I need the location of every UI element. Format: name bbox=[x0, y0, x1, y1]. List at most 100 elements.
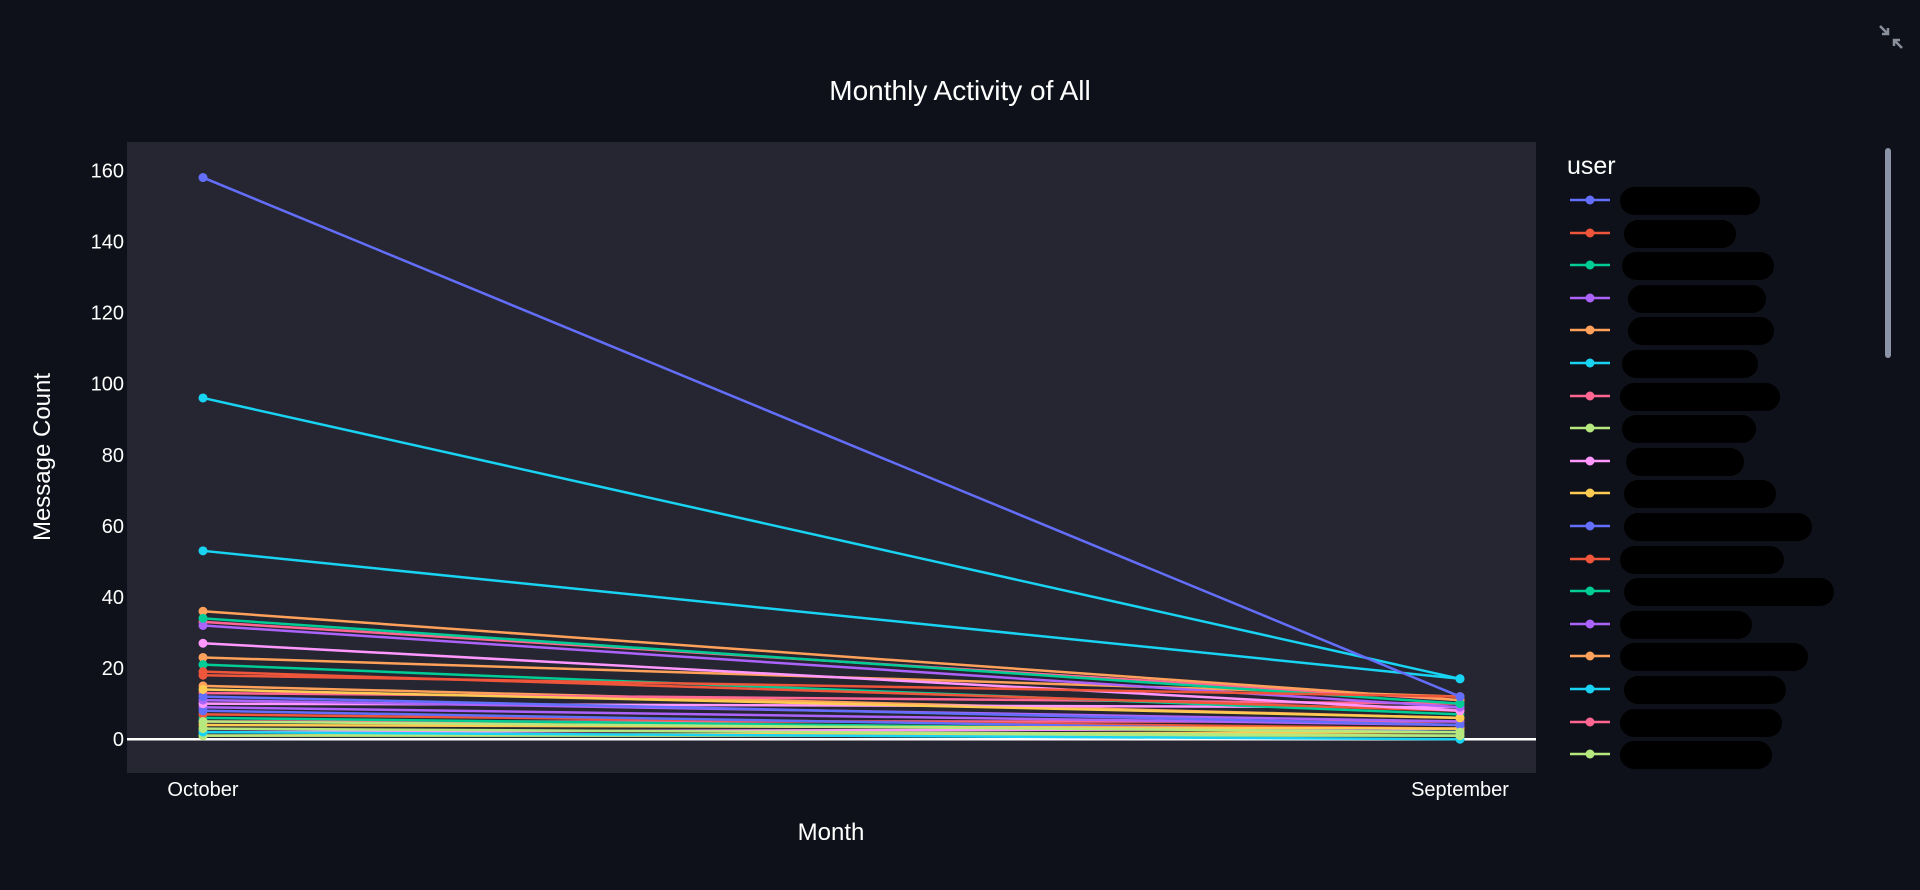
x-tick-label: October bbox=[167, 779, 238, 801]
data-point[interactable] bbox=[198, 620, 208, 630]
legend-label-redacted bbox=[1622, 252, 1774, 281]
legend-label-redacted bbox=[1620, 708, 1782, 737]
series-line bbox=[202, 695, 1461, 727]
legend-label-redacted bbox=[1628, 317, 1774, 346]
legend-label-redacted bbox=[1620, 382, 1780, 411]
series-line bbox=[202, 727, 1461, 737]
legend-swatch bbox=[1570, 651, 1610, 661]
y-tick-label: 140 bbox=[91, 232, 124, 254]
series-line bbox=[202, 617, 1461, 705]
legend-label-redacted bbox=[1620, 610, 1752, 639]
series-10 bbox=[198, 692, 1465, 730]
legend-label-redacted bbox=[1620, 741, 1772, 770]
legend-swatch bbox=[1570, 749, 1610, 759]
legend-label-redacted bbox=[1620, 643, 1808, 672]
legend-label-redacted bbox=[1624, 219, 1736, 248]
x-axis-label: Month bbox=[798, 819, 865, 846]
series-2 bbox=[198, 613, 1465, 709]
data-point[interactable] bbox=[198, 716, 208, 726]
legend-swatch bbox=[1570, 586, 1610, 596]
series-line bbox=[202, 688, 1461, 720]
data-point[interactable] bbox=[1455, 692, 1465, 702]
plot-area bbox=[127, 142, 1536, 773]
legend-label-redacted bbox=[1628, 284, 1766, 313]
legend-swatch bbox=[1570, 456, 1610, 466]
series-line bbox=[202, 176, 1461, 698]
legend-swatch bbox=[1570, 423, 1610, 433]
legend-swatch bbox=[1570, 228, 1610, 238]
legend-swatch bbox=[1570, 554, 1610, 564]
y-tick-label: 60 bbox=[102, 516, 124, 538]
data-point[interactable] bbox=[198, 652, 208, 662]
legend-label-redacted bbox=[1624, 675, 1786, 704]
y-tick-label: 20 bbox=[102, 658, 124, 680]
legend-label-redacted bbox=[1624, 480, 1776, 509]
data-point[interactable] bbox=[198, 670, 208, 680]
legend-swatch bbox=[1570, 619, 1610, 629]
legend-swatch bbox=[1570, 391, 1610, 401]
series-5 bbox=[198, 393, 1465, 684]
data-point[interactable] bbox=[198, 606, 208, 616]
x-tick-label: September bbox=[1411, 779, 1509, 801]
legend-label-redacted bbox=[1624, 512, 1812, 541]
legend-label-redacted bbox=[1626, 447, 1744, 476]
y-axis-ticks: 0 20 40 60 80 100 120 140 160 bbox=[91, 160, 124, 751]
legend-swatch bbox=[1570, 293, 1610, 303]
legend-title: user bbox=[1567, 152, 1616, 180]
data-point[interactable] bbox=[198, 613, 208, 623]
series-line bbox=[202, 641, 1461, 713]
data-point[interactable] bbox=[1455, 727, 1465, 737]
data-point[interactable] bbox=[1455, 674, 1465, 684]
y-tick-label: 80 bbox=[102, 445, 124, 467]
series-line bbox=[202, 610, 1461, 702]
data-point[interactable] bbox=[1455, 720, 1465, 730]
series-line bbox=[202, 396, 1461, 681]
data-point[interactable] bbox=[198, 706, 208, 716]
y-tick-label: 100 bbox=[91, 374, 124, 396]
y-axis-label: Message Count bbox=[29, 373, 56, 541]
data-point[interactable] bbox=[198, 660, 208, 670]
series-7 bbox=[198, 716, 1465, 737]
data-point[interactable] bbox=[198, 684, 208, 694]
series-line bbox=[202, 705, 1461, 727]
legend-swatch bbox=[1570, 684, 1610, 694]
legend-label-redacted bbox=[1622, 415, 1756, 444]
legend: user bbox=[1560, 152, 1860, 776]
legend-label-redacted bbox=[1620, 545, 1784, 574]
chart-title: Monthly Activity of All bbox=[829, 75, 1090, 106]
series-line bbox=[202, 663, 1461, 716]
legend-swatch bbox=[1570, 195, 1610, 205]
data-point[interactable] bbox=[198, 173, 208, 183]
legend-label-redacted bbox=[1620, 187, 1760, 215]
series-line bbox=[202, 673, 1461, 698]
y-tick-label: 40 bbox=[102, 587, 124, 609]
data-point[interactable] bbox=[198, 724, 208, 734]
legend-swatch bbox=[1570, 358, 1610, 368]
legend-swatch bbox=[1570, 325, 1610, 335]
x-axis-ticks: October September bbox=[167, 779, 1509, 801]
data-point[interactable] bbox=[198, 393, 208, 403]
y-tick-label: 160 bbox=[91, 160, 124, 182]
series-0 bbox=[198, 173, 1465, 702]
legend-label-redacted bbox=[1624, 578, 1834, 607]
series-line bbox=[202, 730, 1461, 741]
legend-swatch bbox=[1570, 260, 1610, 270]
y-tick-label: 0 bbox=[113, 729, 124, 751]
y-tick-label: 120 bbox=[91, 303, 124, 325]
legend-swatch bbox=[1570, 488, 1610, 498]
data-point[interactable] bbox=[198, 692, 208, 702]
data-point[interactable] bbox=[1455, 699, 1465, 709]
data-point[interactable] bbox=[198, 638, 208, 648]
data-point[interactable] bbox=[198, 546, 208, 556]
series-line bbox=[202, 720, 1461, 734]
collapse-arrows-icon[interactable] bbox=[1876, 22, 1906, 52]
legend-swatch bbox=[1570, 717, 1610, 726]
series-line bbox=[202, 549, 1461, 681]
legend-swatch bbox=[1570, 521, 1610, 531]
data-point[interactable] bbox=[1455, 713, 1465, 723]
legend-scrollbar[interactable] bbox=[1885, 148, 1891, 358]
legend-label-redacted bbox=[1622, 349, 1758, 378]
series-9 bbox=[198, 684, 1465, 723]
series-lines bbox=[198, 173, 1465, 744]
